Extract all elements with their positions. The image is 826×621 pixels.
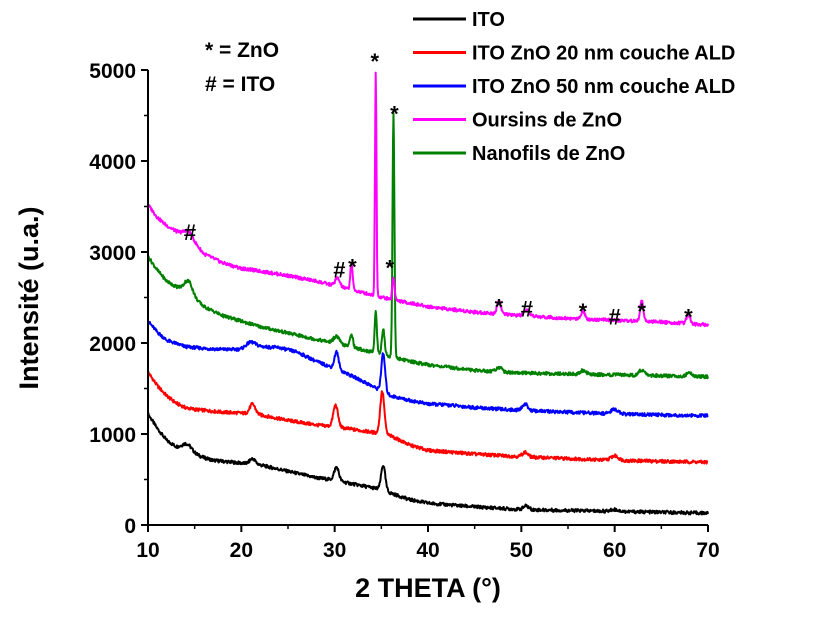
axes — [147, 70, 708, 526]
legend-label: ITO — [472, 9, 505, 31]
x-tick-label: 50 — [510, 539, 533, 562]
y-tick-label: 1000 — [89, 424, 136, 447]
legend-label: Nanofils de ZnO — [472, 143, 625, 165]
series-line — [147, 112, 709, 380]
peak-label: # — [333, 257, 345, 282]
peak-label: # — [609, 305, 621, 330]
legend-label: Oursins de ZnO — [472, 110, 622, 132]
x-tick-label: 40 — [416, 539, 439, 562]
y-tick-label: 3000 — [89, 242, 136, 265]
peak-label: # — [521, 296, 533, 321]
x-tick-label: 60 — [603, 539, 626, 562]
series-line — [147, 412, 709, 516]
plot-area — [147, 71, 709, 516]
y-tick-label: 5000 — [89, 60, 136, 83]
note-zno: * = ZnO — [205, 39, 279, 62]
peak-labels: **## * ** # * # * * — [184, 49, 693, 330]
x-tick-label: 10 — [136, 539, 159, 562]
peak-label: * — [348, 255, 357, 280]
peak-label: * — [390, 102, 399, 127]
x-tick-label: 70 — [696, 539, 719, 562]
y-tick-label: 4000 — [89, 151, 136, 174]
peak-label: * — [637, 299, 646, 324]
peak-label: * — [579, 299, 588, 324]
peak-label: * — [371, 49, 380, 74]
legend: ITO ITO ZnO 20 nm couche ALD ITO ZnO 50 nm… — [413, 9, 735, 165]
peak-label: * — [385, 255, 394, 280]
ticks: 10 20 30 40 50 60 70 0 1000 2000 3000 4000 5000 — [89, 60, 719, 562]
peak-label: * — [495, 295, 504, 320]
series-line — [147, 320, 709, 419]
x-tick-label: 20 — [230, 539, 253, 562]
legend-label: ITO ZnO 50 nm couche ALD — [472, 76, 735, 98]
peak-label: # — [184, 220, 196, 245]
y-axis-title: Intensité (u.a.) — [14, 206, 44, 389]
x-axis-title: 2 THETA (°) — [355, 573, 501, 603]
peak-label: * — [684, 305, 693, 330]
y-tick-label: 2000 — [89, 333, 136, 356]
series-line — [147, 71, 709, 328]
note-ito: # = ITO — [205, 73, 275, 96]
y-tick-label: 0 — [124, 515, 136, 538]
series-line — [147, 371, 709, 465]
x-tick-label: 30 — [323, 539, 346, 562]
legend-label: ITO ZnO 20 nm couche ALD — [472, 43, 735, 65]
